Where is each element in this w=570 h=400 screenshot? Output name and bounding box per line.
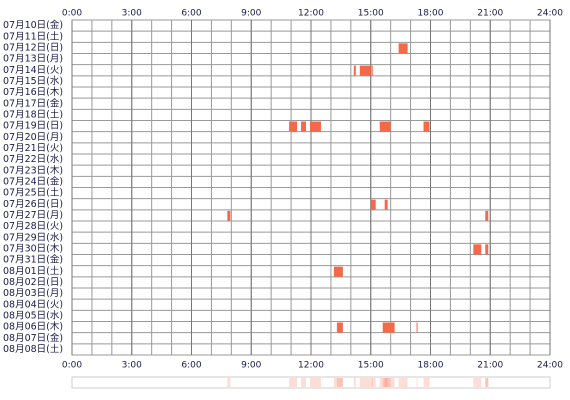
- activity-block: [485, 210, 489, 221]
- row-label: 07月25日(土): [3, 187, 63, 199]
- activity-block: [384, 199, 388, 210]
- x-tick-label-top: 18:00: [418, 9, 444, 19]
- summary-block: [359, 378, 371, 387]
- activity-block: [485, 244, 489, 255]
- row-label: 08月06日(木): [3, 321, 63, 333]
- activity-block: [227, 210, 231, 221]
- summary-block: [289, 378, 298, 387]
- row-label: 08月05日(水): [3, 309, 63, 321]
- x-tick-label-top: 21:00: [477, 9, 503, 19]
- summary-block: [398, 378, 408, 387]
- x-tick-label-bottom: 0:00: [62, 361, 82, 371]
- row-label: 07月24日(金): [3, 175, 63, 187]
- activity-block: [382, 322, 395, 333]
- x-tick-label-bottom: 6:00: [181, 361, 201, 371]
- activity-block: [336, 322, 343, 333]
- summary-block: [473, 378, 482, 387]
- row-label: 07月16日(木): [3, 86, 63, 98]
- summary-block: [416, 378, 418, 387]
- activity-block: [353, 65, 356, 76]
- activity-block: [371, 65, 373, 76]
- row-label: 07月14日(火): [3, 65, 63, 76]
- activity-block: [370, 199, 376, 210]
- summary-block: [227, 378, 231, 387]
- summary-block: [485, 378, 489, 387]
- row-label: 07月29日(水): [3, 231, 63, 243]
- summary-strip: [71, 376, 551, 389]
- row-label: 08月03日(月): [3, 288, 63, 299]
- row-label: 07月30日(木): [3, 242, 63, 254]
- summary-block: [370, 378, 376, 387]
- row-label: 07月10日(金): [3, 19, 63, 31]
- x-tick-label-top: 6:00: [181, 9, 201, 19]
- row-label: 07月13日(月): [3, 54, 63, 65]
- row-label: 08月08日(土): [3, 343, 63, 355]
- row-label: 08月07日(金): [3, 332, 63, 344]
- summary-block: [382, 378, 395, 387]
- summary-block: [485, 378, 489, 387]
- x-tick-label-bottom: 15:00: [358, 361, 384, 371]
- activity-block: [416, 322, 418, 333]
- x-tick-label-top: 9:00: [241, 9, 261, 19]
- activity-block: [359, 65, 371, 76]
- activity-block: [301, 121, 307, 132]
- activity-block: [398, 43, 408, 54]
- activity-block: [473, 244, 482, 255]
- summary-block: [384, 378, 388, 387]
- x-tick-label-bottom: 18:00: [418, 361, 444, 371]
- summary-block: [379, 378, 391, 387]
- row-label: 08月01日(土): [3, 265, 63, 277]
- row-label: 07月23日(木): [3, 164, 63, 176]
- row-label: 08月04日(火): [3, 299, 63, 310]
- x-tick-label-bottom: 9:00: [241, 361, 261, 371]
- activity-block: [310, 121, 321, 132]
- row-label: 07月18日(土): [3, 108, 63, 120]
- x-tick-label-top: 15:00: [358, 9, 384, 19]
- x-tick-label-bottom: 24:00: [537, 361, 563, 371]
- summary-block: [423, 378, 430, 387]
- x-tick-label-top: 0:00: [62, 9, 82, 19]
- row-label: 07月19日(日): [3, 121, 63, 132]
- row-label: 07月20日(月): [3, 132, 63, 143]
- activity-block: [423, 121, 430, 132]
- summary-block: [371, 378, 373, 387]
- x-tick-label-bottom: 21:00: [477, 361, 503, 371]
- summary-block: [336, 378, 343, 387]
- row-label: 07月15日(水): [3, 75, 63, 87]
- activity-block: [333, 266, 343, 277]
- x-tick-label-bottom: 3:00: [122, 361, 142, 371]
- row-label: 07月26日(日): [3, 199, 63, 210]
- row-label: 07月27日(月): [3, 210, 63, 221]
- x-tick-label-top: 12:00: [298, 9, 324, 19]
- row-label: 07月31日(金): [3, 254, 63, 266]
- summary-block: [333, 378, 343, 387]
- row-label: 07月22日(水): [3, 153, 63, 165]
- x-tick-label-top: 3:00: [122, 9, 142, 19]
- summary-block: [310, 378, 321, 387]
- row-label: 07月17日(金): [3, 97, 63, 109]
- summary-block: [353, 378, 356, 387]
- row-label: 07月28日(火): [3, 221, 63, 232]
- summary-block: [301, 378, 307, 387]
- row-label: 07月11日(土): [3, 30, 63, 42]
- activity-block: [379, 121, 391, 132]
- row-label: 08月02日(日): [3, 277, 63, 288]
- x-tick-label-bottom: 12:00: [298, 361, 324, 371]
- x-tick-label-top: 24:00: [537, 9, 563, 19]
- activity-block: [289, 121, 298, 132]
- row-label: 07月21日(火): [3, 143, 63, 154]
- row-label: 07月12日(日): [3, 42, 63, 53]
